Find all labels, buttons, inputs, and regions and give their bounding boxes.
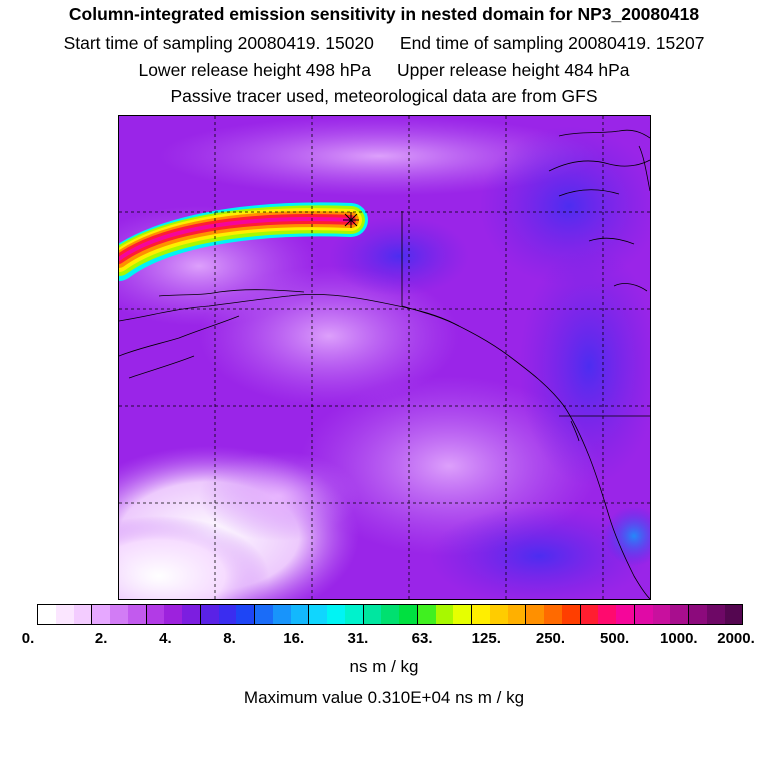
release-height-line: Lower release height 498 hPa Upper releas… [0,60,768,81]
colorbar-segment [290,605,310,624]
sensitivity-plume [119,202,368,281]
colorbar-segment [73,605,93,624]
colorbar-segment [435,605,454,624]
colorbar-segment [399,605,418,624]
colorbar-tick-label: 31. [347,630,369,647]
colorbar-tick-label: 8. [223,630,236,647]
colorbar-segment [110,605,128,624]
colorbar-segment [706,605,725,624]
colorbar-segment [381,605,399,624]
colorbar-segment [453,605,472,624]
colorbar-tick-label: 500. [600,630,630,647]
colorbar-segment [327,605,345,624]
colorbar-tick-label: 250. [535,630,566,647]
colorbar-tick-labels: 0. 2. 4. 8. 16. 31. 63. 125. 250. 500. 1000. 2000. [0,630,768,650]
colorbar-segment [544,605,562,624]
colorbar-tick-label: 1000. [660,630,698,647]
colorbar-tick-label: 2. [94,630,108,647]
colorbar-segment [200,605,219,624]
colorbar-segment [255,605,273,624]
coastlines [119,129,650,599]
colorbar-segment [489,605,508,624]
upper-release-height-label: Upper release height 484 hPa [397,60,630,80]
colorbar-tick-label: 4. [159,630,172,647]
tracer-note: Passive tracer used, meteorological data… [170,86,598,106]
colorbar-segment [634,605,653,624]
colorbar-segment [236,605,255,624]
colorbar-segment [272,605,291,624]
start-time-label: Start time of sampling 20080419. 15020 [63,33,374,53]
colorbar-segment [146,605,165,624]
colorbar-segment [580,605,599,624]
colorbar-units: ns m / kg [349,657,419,676]
colorbar-segment [92,605,110,624]
sensitivity-map [118,115,651,600]
colorbar-segment [507,605,527,624]
colorbar-segment [561,605,581,624]
map-title: Column-integrated emission sensitivity i… [68,4,700,24]
maximum-value-label: Maximum value 0.310E+04 ns m / kg [243,688,525,707]
colorbar-tick-label: 2000. [717,630,755,647]
colorbar-segment [670,605,689,624]
map-canvas [119,116,650,599]
colorbar-segment [344,605,364,624]
colorbar [37,604,743,625]
colorbar-segment [417,605,436,624]
lower-release-height-label: Lower release height 498 hPa [138,60,371,80]
colorbar-segment [526,605,544,624]
colorbar-segment [689,605,707,624]
colorbar-segment [127,605,147,624]
colorbar-tick-label: 16. [283,630,305,647]
sampling-time-line: Start time of sampling 20080419. 15020 En… [0,33,768,54]
colorbar-segment [55,605,74,624]
colorbar-segment [598,605,616,624]
graticule [119,116,650,599]
colorbar-segment [38,605,56,624]
colorbar-segment [652,605,671,624]
colorbar-segment [309,605,327,624]
colorbar-segment [164,605,182,624]
colorbar-tick-label: 125. [471,630,501,647]
release-marker [343,212,359,228]
colorbar-segment [616,605,635,624]
colorbar-segment [363,605,382,624]
colorbar-segment [182,605,201,624]
colorbar-segment [218,605,237,624]
colorbar-tick-label: 63. [411,630,433,647]
colorbar-segment [724,605,743,624]
end-time-label: End time of sampling 20080419. 15207 [399,33,705,53]
colorbar-segment [472,605,490,624]
colorbar-tick-label: 0. [21,630,35,647]
